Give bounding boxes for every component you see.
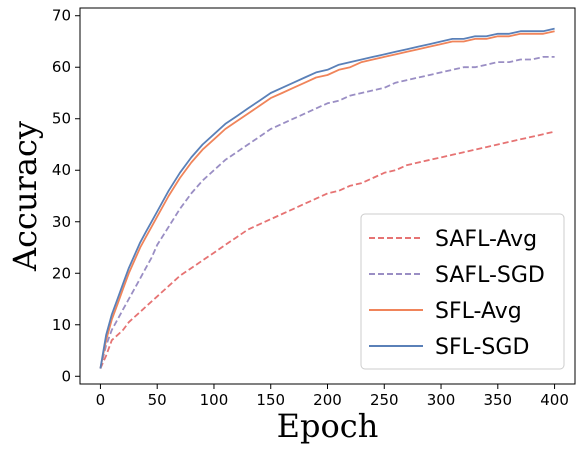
series-layer (99, 27, 555, 369)
y-tick-label: 60 (52, 58, 71, 76)
series-line-safl-avg (99, 130, 555, 369)
x-tick-label: 300 (427, 391, 456, 409)
x-tick-label: 150 (256, 391, 285, 409)
y-axis-ticks: 0 10 20 30 40 50 60 70 (52, 7, 80, 385)
y-tick-label: 30 (52, 213, 71, 231)
x-tick-label: 400 (540, 391, 569, 409)
x-tick-label: 100 (200, 391, 229, 409)
y-tick-label: 20 (52, 264, 71, 282)
x-tick-label: 0 (96, 391, 106, 409)
legend-label: SFL-SGD (435, 335, 529, 360)
y-tick-label: 0 (61, 367, 71, 385)
legend-label: SAFL-Avg (435, 227, 537, 252)
x-axis-label: Epoch (277, 407, 379, 445)
y-tick-label: 10 (52, 316, 71, 334)
x-tick-label: 50 (148, 391, 167, 409)
x-tick-label: 250 (370, 391, 399, 409)
series-line-safl-sgd (99, 56, 555, 369)
series-line-sfl-avg (99, 30, 555, 369)
x-tick-label: 200 (313, 391, 342, 409)
legend-label: SAFL-SGD (435, 263, 545, 288)
y-axis-label: Accuracy (6, 121, 44, 272)
x-tick-label: 350 (483, 391, 512, 409)
legend: SAFL-Avg SAFL-SGD SFL-Avg SFL-SGD (360, 213, 565, 370)
legend-box (360, 213, 565, 370)
series-line-sfl-sgd (99, 27, 555, 369)
x-axis-ticks: 0 50 100 150 200 250 300 350 400 (96, 384, 569, 409)
y-tick-label: 50 (52, 110, 71, 128)
y-tick-label: 40 (52, 161, 71, 179)
legend-label: SFL-Avg (435, 299, 522, 324)
y-tick-label: 70 (52, 7, 71, 25)
